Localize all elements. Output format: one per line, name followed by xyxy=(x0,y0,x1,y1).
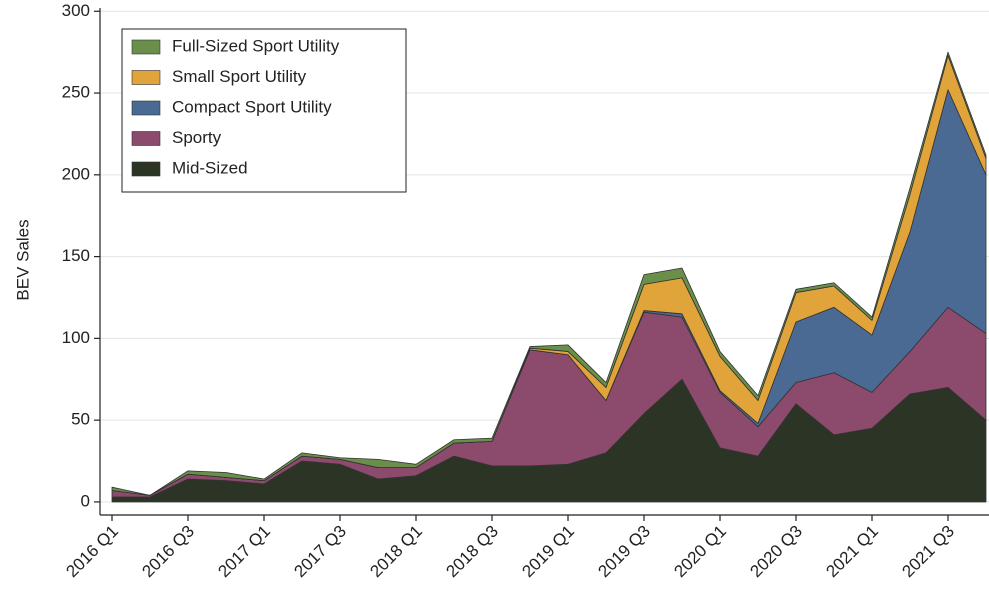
x-tick-label: 2016 Q1 xyxy=(62,522,122,582)
legend-swatch xyxy=(131,131,161,146)
x-tick-label: 2020 Q1 xyxy=(670,522,730,582)
legend-swatch xyxy=(131,39,161,55)
x-tick-label: 2019 Q3 xyxy=(594,522,654,582)
y-tick-label: 250 xyxy=(62,83,90,102)
legend-label: Small Sport Utility xyxy=(172,67,307,86)
legend-swatch xyxy=(131,100,161,116)
y-axis-label: BEV Sales xyxy=(13,219,32,300)
x-tick-label: 2017 Q1 xyxy=(214,522,274,582)
x-tick-label: 2018 Q1 xyxy=(366,522,426,582)
legend-swatch xyxy=(131,161,161,177)
x-tick-label: 2020 Q3 xyxy=(746,522,806,582)
x-tick-label: 2016 Q3 xyxy=(138,522,198,582)
legend-swatch xyxy=(131,70,161,85)
legend-label: Compact Sport Utility xyxy=(172,97,332,116)
legend-label: Full-Sized Sport Utility xyxy=(172,36,340,55)
legend-label: Sporty xyxy=(172,128,222,147)
x-tick-label: 2019 Q1 xyxy=(518,522,578,582)
area xyxy=(111,51,987,496)
x-tick-label: 2018 Q3 xyxy=(442,522,502,582)
y-tick-label: 300 xyxy=(62,1,90,20)
x-tick-label: 2017 Q3 xyxy=(290,522,350,582)
y-tick-label: 200 xyxy=(62,164,90,183)
y-tick-label: 50 xyxy=(71,410,90,429)
y-tick-label: 150 xyxy=(62,246,90,265)
legend-label: Mid-Sized xyxy=(172,158,248,177)
legend-box xyxy=(121,28,407,193)
y-tick-label: 0 xyxy=(81,491,90,510)
x-tick-label: 2021 Q1 xyxy=(822,522,882,582)
x-tick-label: 2021 Q3 xyxy=(898,522,958,582)
y-tick-label: 100 xyxy=(62,328,90,347)
